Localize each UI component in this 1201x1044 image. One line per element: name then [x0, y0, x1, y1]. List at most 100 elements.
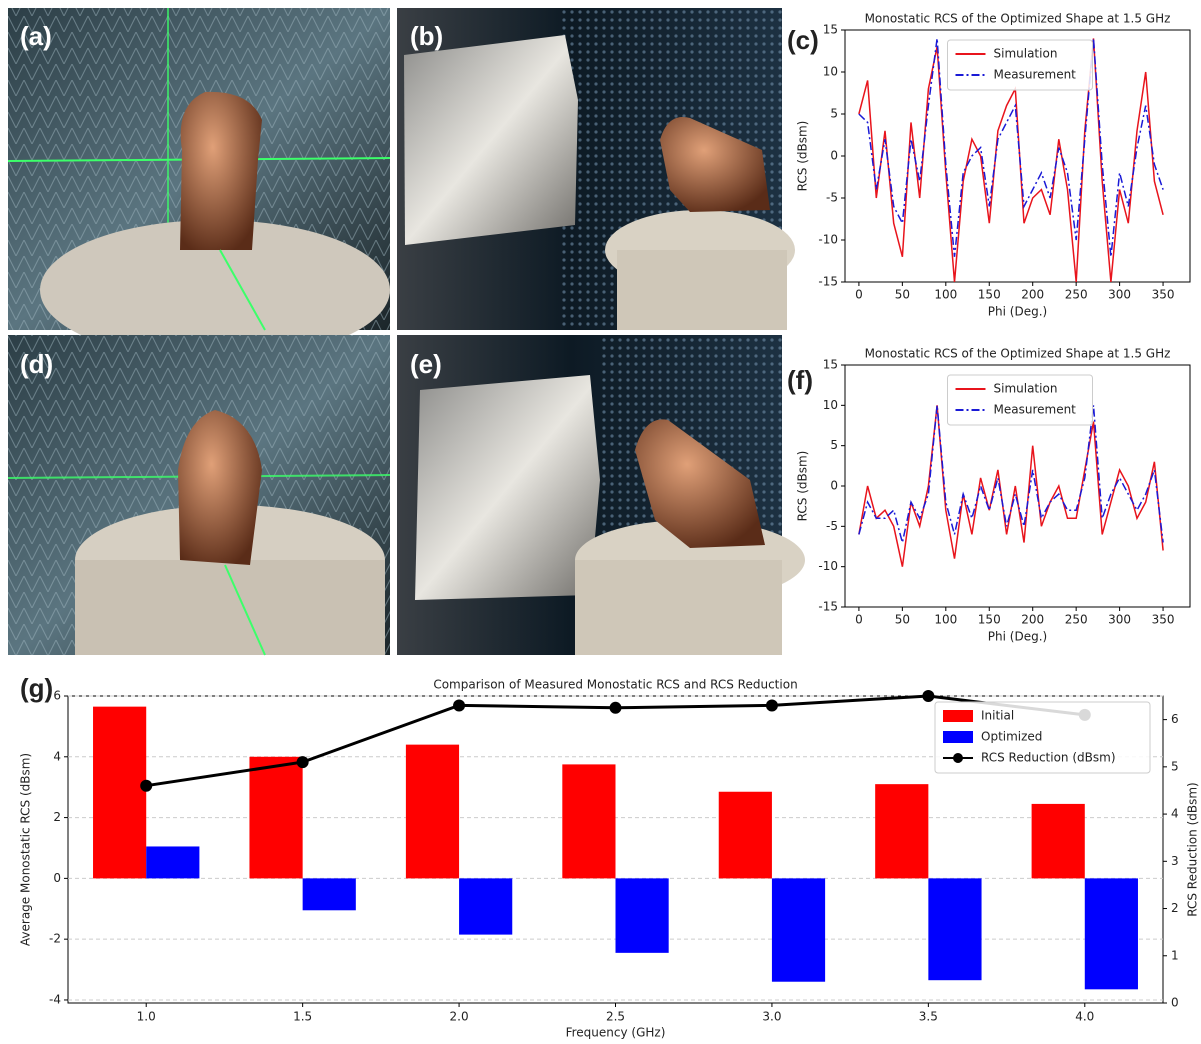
- data-point: [766, 699, 778, 711]
- bar: [406, 745, 459, 879]
- x-tick-label: 4.0: [1075, 1010, 1094, 1024]
- x-tick-label: 250: [1065, 288, 1088, 302]
- y-tick-label: 0: [830, 149, 838, 163]
- x-tick-label: 0: [855, 613, 863, 627]
- y-tick-label: -15: [818, 600, 838, 614]
- x-tick-label: 3.0: [762, 1010, 781, 1024]
- y2-tick-label: 4: [1171, 807, 1179, 821]
- chart: Comparison of Measured Monostatic RCS an…: [19, 678, 1200, 1040]
- x-tick-label: 3.5: [919, 1010, 938, 1024]
- y-tick-label: 5: [830, 107, 838, 121]
- bar: [93, 707, 146, 879]
- x-tick-label: 1.5: [293, 1010, 312, 1024]
- x-axis-label: Phi (Deg.): [988, 305, 1047, 319]
- x-tick-label: 200: [1021, 613, 1044, 627]
- bar: [772, 878, 825, 981]
- y-tick-label: -2: [49, 932, 61, 946]
- data-point: [140, 780, 152, 792]
- x-tick-label: 100: [934, 288, 957, 302]
- legend-swatch: [943, 731, 973, 743]
- panel-label: (b): [410, 21, 443, 51]
- panel-label: (c): [787, 25, 819, 55]
- legend-label: Measurement: [994, 68, 1077, 82]
- y-tick-label: -15: [818, 275, 838, 289]
- bar: [459, 878, 512, 934]
- x-tick-label: 50: [895, 613, 910, 627]
- y2-tick-label: 0: [1171, 996, 1179, 1010]
- y2-tick-label: 2: [1171, 901, 1179, 915]
- x-tick-label: 250: [1065, 613, 1088, 627]
- legend-label: Initial: [981, 709, 1014, 723]
- x-tick-label: 350: [1152, 288, 1175, 302]
- legend-label: Simulation: [994, 382, 1058, 396]
- y-tick-label: 10: [823, 398, 838, 412]
- legend-label: Optimized: [981, 730, 1042, 744]
- page: {"panel_labels": ["(a)", "(b)", "(c)", "…: [0, 0, 1201, 1044]
- y-tick-label: 6: [53, 689, 61, 703]
- x-tick-label: 150: [978, 613, 1001, 627]
- y2-tick-label: 1: [1171, 948, 1179, 962]
- y-tick-label: 0: [830, 479, 838, 493]
- data-point: [610, 702, 622, 714]
- x-axis-label: Frequency (GHz): [566, 1026, 666, 1040]
- y-axis-label: RCS (dBsm): [796, 121, 810, 192]
- bar: [1032, 804, 1085, 878]
- legend-label: Measurement: [994, 403, 1077, 417]
- x-tick-label: 100: [934, 613, 957, 627]
- bar: [719, 792, 772, 879]
- photo-d: [8, 335, 390, 655]
- x-tick-label: 1.0: [137, 1010, 156, 1024]
- photo-a: [8, 8, 390, 360]
- bar: [1085, 878, 1138, 989]
- data-point: [453, 699, 465, 711]
- legend-marker: [953, 753, 963, 763]
- x-tick-label: 350: [1152, 613, 1175, 627]
- chart: Monostatic RCS of the Optimized Shape at…: [796, 12, 1191, 319]
- bar: [146, 846, 199, 878]
- x-tick-label: 0: [855, 288, 863, 302]
- panel-label: (f): [787, 365, 813, 395]
- x-tick-label: 150: [978, 288, 1001, 302]
- y-tick-label: -5: [826, 519, 838, 533]
- data-line: [859, 405, 1163, 566]
- panel-label: (g): [20, 673, 53, 703]
- figure: Monostatic RCS of the Optimized Shape at…: [0, 0, 1201, 1044]
- photo-b: [397, 8, 795, 330]
- y-tick-label: -4: [49, 992, 61, 1006]
- chart-title: Monostatic RCS of the Optimized Shape at…: [865, 12, 1171, 26]
- bar: [616, 878, 669, 952]
- y2-tick-label: 6: [1171, 712, 1179, 726]
- x-axis-label: Phi (Deg.): [988, 630, 1047, 644]
- y-tick-label: 10: [823, 65, 838, 79]
- panel-label: (d): [20, 349, 53, 379]
- y-axis-label: Average Monostatic RCS (dBsm): [19, 753, 33, 946]
- y2-tick-label: 3: [1171, 854, 1179, 868]
- y-tick-label: 15: [823, 23, 838, 37]
- data-point: [922, 690, 934, 702]
- bar: [928, 878, 981, 980]
- y-tick-label: 5: [830, 438, 838, 452]
- data-line: [859, 405, 1163, 542]
- legend-label: Simulation: [994, 47, 1058, 61]
- x-tick-label: 50: [895, 288, 910, 302]
- y-tick-label: 2: [53, 810, 61, 824]
- bar: [875, 784, 928, 878]
- panel-label: (e): [410, 349, 442, 379]
- y-tick-label: -10: [818, 559, 838, 573]
- y-tick-label: -10: [818, 233, 838, 247]
- x-tick-label: 300: [1108, 613, 1131, 627]
- y-tick-label: 4: [53, 749, 61, 763]
- y2-tick-label: 5: [1171, 759, 1179, 773]
- y-tick-label: 0: [53, 871, 61, 885]
- x-tick-label: 2.0: [450, 1010, 469, 1024]
- chart: Monostatic RCS of the Optimized Shape at…: [796, 347, 1191, 644]
- photo-e: [397, 335, 805, 655]
- legend-label: RCS Reduction (dBsm): [981, 751, 1116, 765]
- y-tick-label: 15: [823, 358, 838, 372]
- legend-swatch: [943, 710, 973, 722]
- x-tick-label: 2.5: [606, 1010, 625, 1024]
- y2-axis-label: RCS Reduction (dBsm): [1186, 782, 1200, 917]
- y-tick-label: -5: [826, 191, 838, 205]
- chart-title: Comparison of Measured Monostatic RCS an…: [433, 678, 797, 692]
- bar: [303, 878, 356, 910]
